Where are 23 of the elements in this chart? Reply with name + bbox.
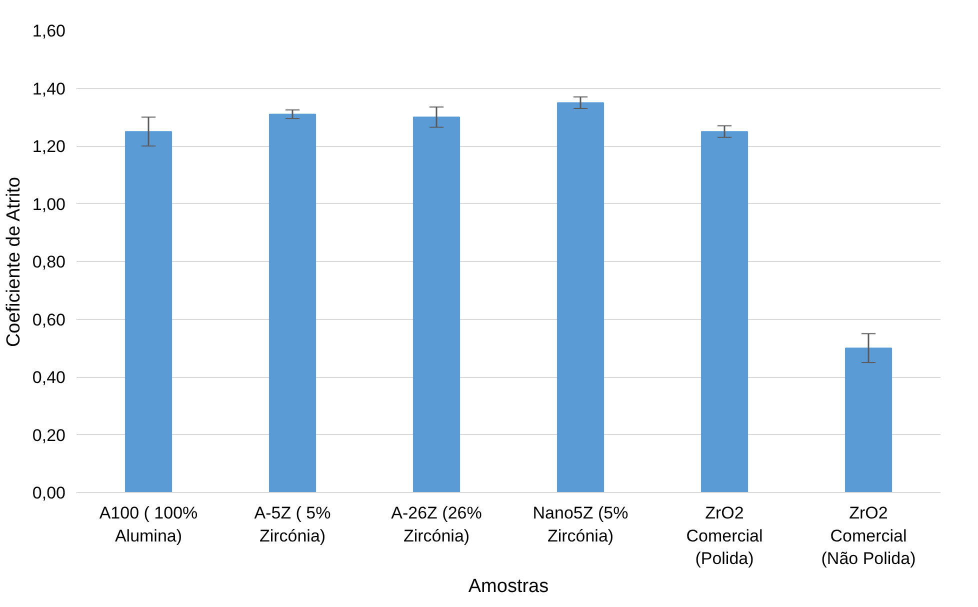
x-tick-label: Nano5Z (5% Zircónia) — [532, 504, 628, 546]
y-tick-label: 1,20 — [32, 137, 66, 156]
x-tick-label: A100 ( 100% Alumina) — [99, 504, 198, 546]
y-tick-label: 0,60 — [32, 310, 66, 330]
bar — [268, 114, 316, 492]
x-tick-label: ZrO2 Comercial (Polida) — [686, 504, 763, 568]
bar — [412, 116, 460, 492]
y-tick-label: 1,40 — [32, 79, 66, 98]
x-tick-label: ZrO2 Comercial (Não Polida) — [821, 504, 916, 568]
x-tick-label: A-5Z ( 5% Zircónia) — [254, 504, 331, 546]
bar — [124, 131, 172, 492]
y-tick-label: 1,60 — [32, 22, 66, 40]
y-tick-label: 0,40 — [32, 368, 66, 387]
bar — [700, 131, 748, 492]
bar — [556, 102, 604, 492]
x-axis-title: Amostras — [468, 576, 549, 598]
y-tick-label: 1,00 — [32, 194, 66, 214]
y-tick-label: 0,20 — [32, 426, 66, 445]
y-axis-title: Coeficiente de Atrito — [3, 177, 24, 348]
y-tick-label: 0,00 — [32, 484, 66, 502]
x-tick-label: A-26Z (26% Zircónia) — [391, 504, 482, 546]
bar — [844, 348, 892, 492]
y-tick-label: 0,80 — [32, 252, 66, 272]
